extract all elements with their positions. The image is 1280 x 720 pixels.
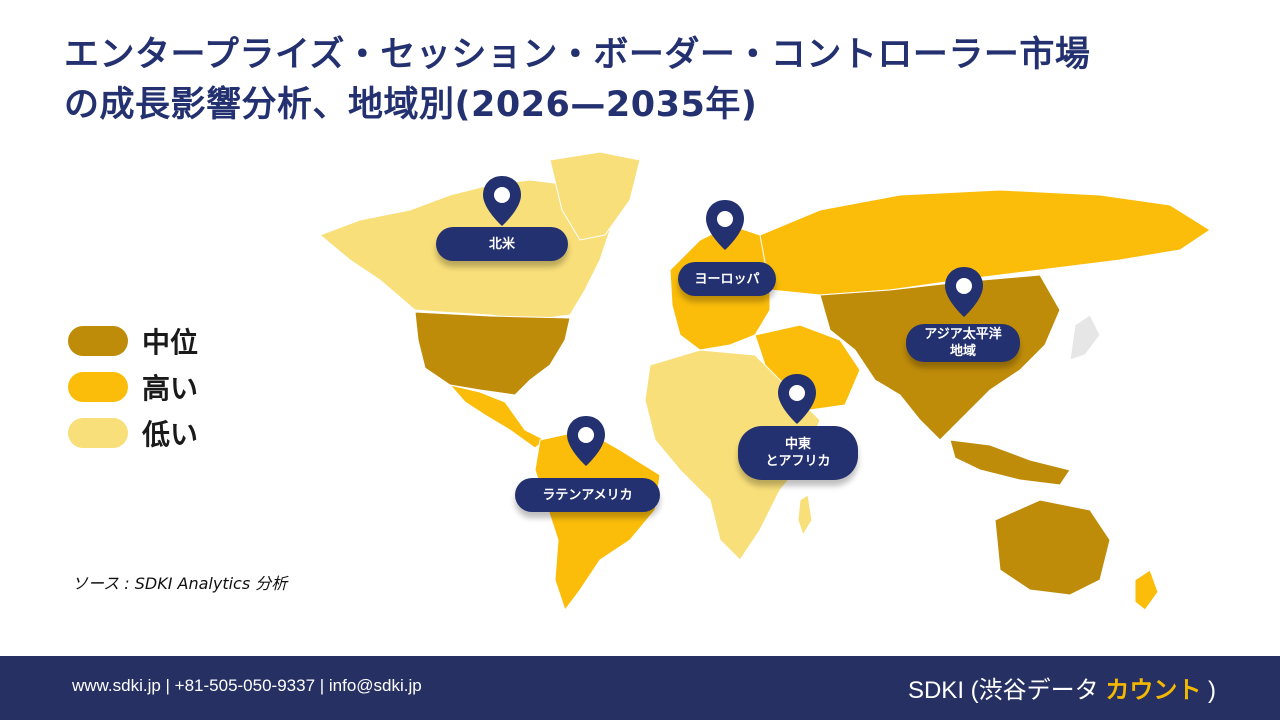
- source-note: ソース : SDKI Analytics 分析: [72, 574, 288, 593]
- map-australia: [994, 499, 1111, 596]
- region-name-asia-pacific-line2: 地域: [949, 344, 976, 359]
- map-japan: [1069, 314, 1101, 361]
- map-pin-icon-north-america: [483, 176, 521, 226]
- map-southeast-asia: [949, 439, 1071, 486]
- page-title: エンタープライズ・セッション・ボーダー・コントローラー市場 の成長影響分析、地域…: [64, 30, 1224, 130]
- region-label-middle-east: 中東 とアフリカ: [738, 426, 858, 480]
- footer-contact[interactable]: www.sdki.jp | +81-505-050-9337 | info@sd…: [72, 676, 422, 695]
- region-name-asia-pacific-line1: アジア太平洋: [924, 327, 1002, 342]
- region-name-middle-east-line2: とアフリカ: [765, 454, 831, 469]
- legend-label-high: 高い: [142, 372, 199, 405]
- legend-item-medium: 中位: [68, 318, 198, 364]
- legend-swatch-medium: [68, 326, 128, 356]
- map-pin-icon-latin-america: [567, 416, 605, 466]
- region-name-europe: ヨーロッパ: [694, 271, 760, 287]
- legend-swatch-high: [68, 372, 128, 402]
- brand-prefix: SDKI (渋谷データ: [907, 677, 1099, 704]
- region-name-north-america: 北米: [488, 236, 515, 252]
- legend-swatch-low: [68, 418, 128, 448]
- legend-item-low: 低い: [68, 410, 198, 456]
- legend-label-medium: 中位: [142, 326, 199, 359]
- legend: 中位 高い 低い: [68, 318, 198, 456]
- map-pin-icon-europe: [706, 200, 744, 250]
- legend-item-high: 高い: [68, 364, 198, 410]
- map-greenland: [549, 151, 641, 241]
- map-pin-icon-middle-east: [778, 374, 816, 424]
- map-pin-icon-asia-pacific: [945, 267, 983, 317]
- footer-bar: www.sdki.jp | +81-505-050-9337 | info@sd…: [0, 656, 1280, 720]
- region-label-latin-america: ラテンアメリカ: [515, 478, 660, 512]
- region-label-asia-pacific: アジア太平洋 地域: [906, 324, 1020, 362]
- region-label-north-america: 北米: [436, 227, 568, 261]
- title-line-2: の成長影響分析、地域別(2026—2035年): [64, 85, 758, 125]
- map-usa: [414, 311, 571, 396]
- region-name-middle-east-line1: 中東: [784, 437, 811, 452]
- map-new-zealand: [1134, 569, 1159, 611]
- legend-label-low: 低い: [142, 418, 199, 451]
- map-africa: [644, 349, 821, 561]
- region-name-latin-america: ラテンアメリカ: [542, 487, 633, 503]
- title-line-1: エンタープライズ・セッション・ボーダー・コントローラー市場: [64, 35, 1091, 75]
- brand-accent: カウント: [1105, 677, 1202, 704]
- map-mexico: [448, 384, 546, 449]
- map-madagascar: [797, 494, 813, 537]
- footer-brand: SDKI (渋谷データ カウント ): [908, 670, 1216, 705]
- brand-suffix: ): [1208, 677, 1216, 704]
- region-label-europe: ヨーロッパ: [678, 262, 776, 296]
- world-map: [319, 151, 1211, 612]
